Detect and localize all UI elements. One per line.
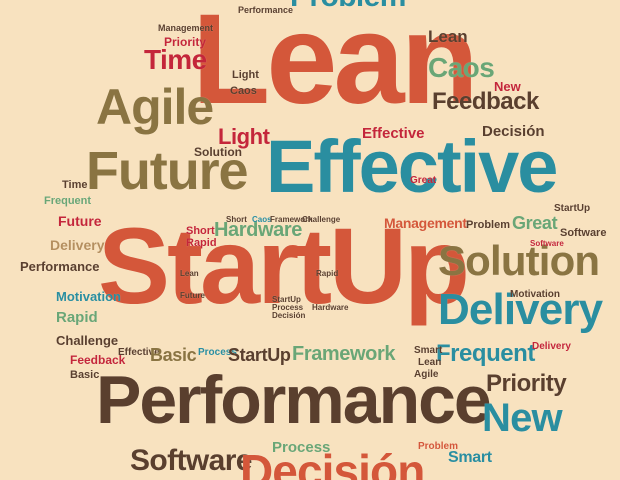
word-future-tiny: Future: [180, 291, 205, 300]
word-decision-tiny: Decisión: [272, 311, 306, 320]
word-startup-mid: StartUp: [228, 345, 291, 365]
word-great-mid: Great: [512, 213, 558, 233]
word-framework: Framework: [292, 343, 396, 365]
word-feedback-left: Feedback: [70, 353, 126, 367]
word-solution-small: Solution: [194, 145, 242, 159]
word-performance-large: Performance: [96, 362, 492, 438]
word-hardware-tiny: Hardware: [312, 303, 349, 312]
word-effective-left: Effective: [118, 347, 160, 358]
word-new-large: New: [482, 396, 563, 440]
word-challenge-tiny: Challenge: [302, 215, 341, 224]
word-motivation-right: Motivation: [510, 289, 560, 300]
word-feedback: Feedback: [432, 88, 539, 115]
word-delivery-large: Delivery: [438, 285, 603, 334]
word-process-small: Process: [198, 347, 237, 358]
word-management-mid: Management: [384, 215, 467, 231]
word-light-red: Light: [218, 124, 270, 149]
word-short-tiny: Short: [226, 215, 247, 224]
word-effective-large: Effective: [266, 125, 558, 208]
word-lean-tiny: Lean: [180, 269, 199, 278]
word-lean-large: Lean: [192, 0, 479, 131]
word-time-small: Time: [62, 179, 88, 191]
word-performance-left: Performance: [20, 259, 100, 274]
word-time: Time: [144, 44, 207, 75]
word-rapid-green: Rapid: [56, 309, 98, 326]
word-great-tiny: Great: [410, 175, 437, 186]
word-startup-small: StartUp: [554, 203, 591, 214]
word-lean-small: Lean: [418, 357, 442, 368]
word-agile: Agile: [96, 79, 214, 135]
word-delivery-right: Delivery: [532, 341, 571, 352]
word-delivery-small: Delivery: [50, 237, 105, 253]
word-caos-green: Caos: [428, 52, 495, 83]
word-software-tiny: Software: [530, 239, 564, 248]
word-caos-small: Caos: [230, 85, 257, 97]
word-framework-tiny: Framework: [270, 215, 313, 224]
word-smart-bottom: Smart: [448, 449, 492, 466]
word-light-small: Light: [232, 69, 259, 81]
word-caos-tiny: Caos: [252, 215, 272, 224]
word-future-red: Future: [58, 213, 102, 229]
word-new-small: New: [494, 79, 521, 94]
word-future-large: Future: [86, 141, 249, 201]
word-startup-tiny: StartUp: [272, 295, 301, 304]
word-lean-right: Lean: [428, 27, 468, 46]
word-software-small: Software: [560, 227, 607, 239]
word-priority: Priority: [164, 35, 207, 49]
word-solution-mid: Solution: [438, 237, 600, 284]
word-frequent-mid: Frequent: [436, 340, 535, 367]
word-effective-small: Effective: [362, 125, 425, 142]
word-problem-top: Problem: [290, 0, 406, 12]
word-hardware: Hardware: [214, 219, 302, 241]
word-problem-bottom: Problem: [418, 441, 459, 452]
word-decision-bottom: Decisión: [240, 445, 425, 480]
word-short-red: Short: [186, 225, 215, 237]
word-performance-tiny: Performance: [238, 5, 294, 15]
word-rapid-red: Rapid: [186, 237, 217, 249]
word-process-bottom: Process: [272, 439, 331, 456]
word-startup-large: StartUp: [98, 205, 470, 326]
word-priority-right: Priority: [486, 370, 567, 397]
word-basic-mid: Basic: [150, 345, 197, 365]
word-frequent-small: Frequent: [44, 195, 92, 207]
word-rapid-tiny: Rapid: [316, 269, 339, 278]
word-management-small: Management: [158, 23, 214, 33]
word-problem-mid: Problem: [466, 219, 511, 231]
word-software-bottom: Software: [130, 444, 253, 477]
word-smart-small: Smart: [414, 345, 443, 356]
word-process-tiny: Process: [272, 303, 304, 312]
word-motivation: Motivation: [56, 289, 121, 304]
word-challenge-left: Challenge: [56, 333, 119, 348]
word-decision-small: Decisión: [482, 123, 545, 140]
word-basic-left: Basic: [70, 369, 100, 381]
word-agile-small: Agile: [414, 369, 439, 380]
